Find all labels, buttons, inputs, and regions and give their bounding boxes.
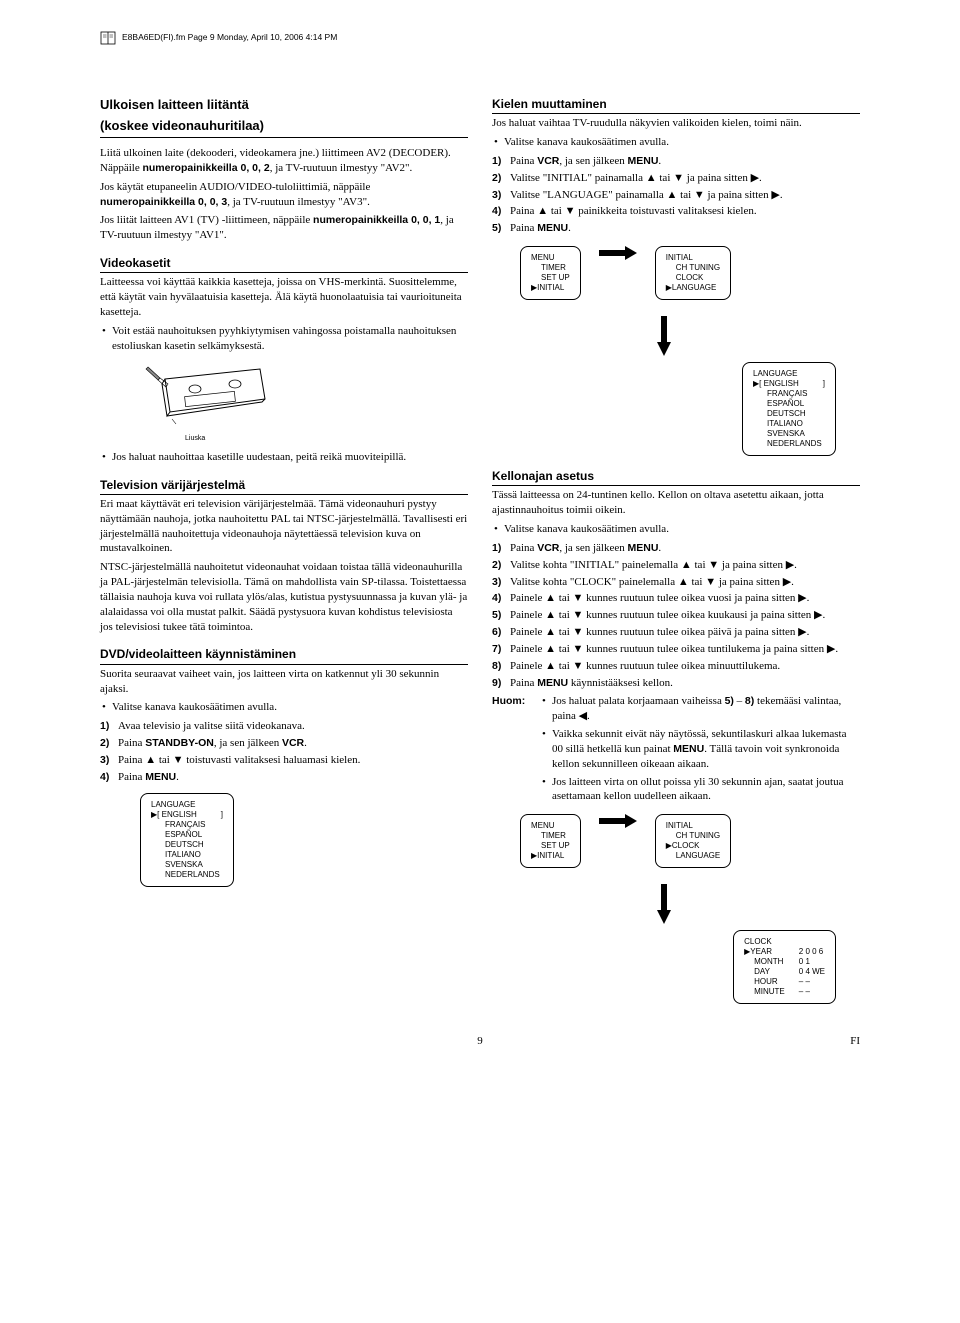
- c-step-9: 9)Paina MENU käynnistääksesi kellon.: [492, 676, 860, 691]
- osd-initial-2: INITIAL CH TUNING ▶CLOCK LANGUAGE: [655, 814, 731, 868]
- osd-clock: CLOCK ▶YEAR2 0 0 6 MONTH0 1 DAY0 4 WE HO…: [733, 930, 836, 1004]
- para-av1: Jos liität laitteen AV1 (TV) -liittimeen…: [100, 213, 468, 243]
- huom-b1: Jos haluat palata korjaamaan vaiheissa 5…: [540, 694, 860, 724]
- dvd-para: Suorita seuraavat vaiheet vain, jos lait…: [100, 667, 468, 697]
- heading-ulkoisen-2: (koskee videonauhuritilaa): [100, 117, 468, 135]
- osd-language-right: LANGUAGE ▶[ ENGLISH] FRANÇAIS ESPAÑOL DE…: [742, 362, 836, 456]
- book-icon: [100, 30, 116, 46]
- video-bullets: Voit estää nauhoituksen pyyhkiytymisen v…: [100, 324, 468, 354]
- file-info: E8BA6ED(FI).fm Page 9 Monday, April 10, …: [122, 32, 337, 43]
- lang-code: FI: [850, 1034, 860, 1049]
- osd-row-clock: MENU TIMER SET UP ▶INITIAL INITIAL CH TU…: [520, 814, 860, 868]
- dvd-step-1: 1)Avaa televisio ja valitse siitä videok…: [100, 719, 468, 734]
- c-step-5: 5)Painele ▲ tai ▼ kunnes ruutuun tulee o…: [492, 608, 860, 623]
- video-bullets-2: Jos haluat nauhoittaa kasetille uudestaa…: [100, 450, 468, 465]
- dvd-steps: 1)Avaa televisio ja valitse siitä videok…: [100, 719, 468, 784]
- arrow-down-1: [657, 316, 671, 356]
- footer: 9 FI: [100, 1034, 860, 1049]
- dvd-bullet: Valitse kanava kaukosäätimen avulla.: [100, 700, 468, 715]
- rule: [100, 137, 468, 138]
- osd-language-left: LANGUAGE ▶[ ENGLISH] FRANÇAIS ESPAÑOL DE…: [140, 793, 234, 887]
- header-line: E8BA6ED(FI).fm Page 9 Monday, April 10, …: [100, 30, 860, 46]
- para-video: Laitteessa voi käyttää kaikkia kasetteja…: [100, 275, 468, 320]
- c-step-8: 8)Painele ▲ tai ▼ kunnes ruutuun tulee o…: [492, 659, 860, 674]
- arrow-down-2: [657, 884, 671, 924]
- c-step-6: 6)Painele ▲ tai ▼ kunnes ruutuun tulee o…: [492, 625, 860, 640]
- osd-initial-1: INITIAL CH TUNING CLOCK ▶LANGUAGE: [655, 246, 731, 300]
- heading-tv-color: Television värijärjestelmä: [100, 477, 468, 495]
- osd-arrow-down-container-2: CLOCK ▶YEAR2 0 0 6 MONTH0 1 DAY0 4 WE HO…: [492, 878, 836, 1004]
- right-column: Kielen muuttaminen Jos haluat vaihtaa TV…: [492, 96, 860, 1004]
- video-bullet-2: Jos haluat nauhoittaa kasetille uudestaa…: [100, 450, 468, 465]
- tv-para-2: NTSC-järjestelmällä nauhoitetut videonau…: [100, 560, 468, 634]
- huom-block: Huom: Jos haluat palata korjaamaan vaihe…: [492, 694, 860, 804]
- kielen-para: Jos haluat vaihtaa TV-ruudulla näkyvien …: [492, 116, 860, 131]
- c-step-2: 2)Valitse kohta "INITIAL" painelemalla ▲…: [492, 558, 860, 573]
- tv-para-1: Eri maat käyttävät eri television värijä…: [100, 497, 468, 556]
- k-step-5: 5)Paina MENU.: [492, 221, 860, 236]
- cassette-illustration: [140, 364, 270, 434]
- c-step-4: 4)Painele ▲ tai ▼ kunnes ruutuun tulee o…: [492, 591, 860, 606]
- heading-dvd-start: DVD/videolaitteen käynnistäminen: [100, 646, 468, 664]
- k-step-3: 3)Valitse "LANGUAGE" painamalla ▲ tai ▼ …: [492, 188, 860, 203]
- c-step-1: 1)Paina VCR, ja sen jälkeen MENU.: [492, 541, 860, 556]
- clock-steps: 1)Paina VCR, ja sen jälkeen MENU. 2)Vali…: [492, 541, 860, 691]
- para-av2: Liitä ulkoinen laite (dekooderi, videoka…: [100, 146, 468, 176]
- osd-row-kielen: MENU TIMER SET UP ▶INITIAL INITIAL CH TU…: [520, 246, 860, 300]
- heading-kielen: Kielen muuttaminen: [492, 96, 860, 114]
- huom-b3: Jos laitteen virta on ollut poissa yli 3…: [540, 775, 860, 805]
- dvd-step-4: 4)Paina MENU.: [100, 770, 468, 785]
- page-number: 9: [477, 1035, 483, 1047]
- page-container: E8BA6ED(FI).fm Page 9 Monday, April 10, …: [0, 0, 960, 1079]
- kellon-bullet-1: Valitse kanava kaukosäätimen avulla.: [492, 522, 860, 537]
- k-step-1: 1)Paina VCR, ja sen jälkeen MENU.: [492, 154, 860, 169]
- huom-b2: Vaikka sekunnit eivät näy näytössä, seku…: [540, 727, 860, 772]
- dvd-step-3: 3)Paina ▲ tai ▼ toistuvasti valitaksesi …: [100, 753, 468, 768]
- osd-arrow-down-container-1: LANGUAGE ▶[ ENGLISH] FRANÇAIS ESPAÑOL DE…: [492, 310, 836, 456]
- heading-kellon: Kellonajan asetus: [492, 468, 860, 486]
- two-columns: Ulkoisen laitteen liitäntä (koskee video…: [100, 96, 860, 1004]
- arrow-right-2: [599, 814, 637, 828]
- k-step-2: 2)Valitse "INITIAL" painamalla ▲ tai ▼ j…: [492, 171, 860, 186]
- para-av3: Jos käytät etupaneelin AUDIO/VIDEO-tulol…: [100, 180, 468, 210]
- osd-menu: MENU TIMER SET UP ▶INITIAL: [520, 246, 581, 300]
- left-column: Ulkoisen laitteen liitäntä (koskee video…: [100, 96, 468, 1004]
- cassette-label: Liuska: [185, 434, 468, 443]
- dvd-step-2: 2)Paina STANDBY-ON, ja sen jälkeen VCR.: [100, 736, 468, 751]
- dvd-bullet-1: Valitse kanava kaukosäätimen avulla.: [100, 700, 468, 715]
- video-bullet-1: Voit estää nauhoituksen pyyhkiytymisen v…: [100, 324, 468, 354]
- kielen-steps: 1)Paina VCR, ja sen jälkeen MENU. 2)Vali…: [492, 154, 860, 236]
- c-step-7: 7)Painele ▲ tai ▼ kunnes ruutuun tulee o…: [492, 642, 860, 657]
- heading-videokasetit: Videokasetit: [100, 255, 468, 273]
- arrow-right-1: [599, 246, 637, 260]
- kellon-bullet: Valitse kanava kaukosäätimen avulla.: [492, 522, 860, 537]
- osd-menu-2: MENU TIMER SET UP ▶INITIAL: [520, 814, 581, 868]
- c-step-3: 3)Valitse kohta "CLOCK" painelemalla ▲ t…: [492, 575, 860, 590]
- k-step-4: 4)Paina ▲ tai ▼ painikkeita toistuvasti …: [492, 204, 860, 219]
- kielen-bullet-1: Valitse kanava kaukosäätimen avulla.: [492, 135, 860, 150]
- kielen-bullet: Valitse kanava kaukosäätimen avulla.: [492, 135, 860, 150]
- heading-ulkoisen-1: Ulkoisen laitteen liitäntä: [100, 96, 468, 114]
- kellon-para: Tässä laitteessa on 24-tuntinen kello. K…: [492, 488, 860, 518]
